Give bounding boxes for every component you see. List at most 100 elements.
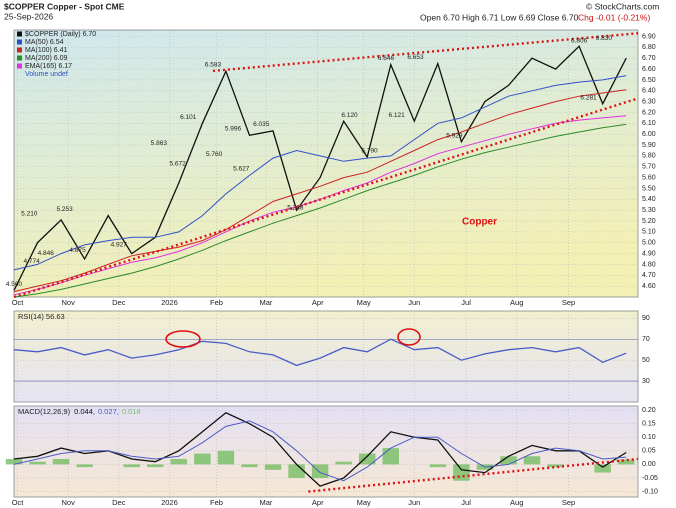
- x-tick-label: Sep: [562, 298, 575, 307]
- price-annotation: 6.646: [378, 55, 395, 62]
- histogram-bar: [123, 464, 140, 468]
- plot-area: [13, 310, 639, 403]
- price-annotation: 6.120: [341, 112, 358, 119]
- price-annotation: 5.253: [56, 206, 73, 213]
- y-tick-label: 0.10: [642, 434, 656, 441]
- y-tick-label: 6.60: [642, 66, 656, 73]
- trendline: [13, 97, 639, 299]
- y-tick-label: 6.90: [642, 33, 656, 40]
- y-tick-label: 0.05: [642, 448, 656, 455]
- x-tick-label: Apr: [312, 298, 324, 307]
- price-annotation: 5.760: [206, 151, 223, 158]
- x-tick-label: Dec: [112, 298, 126, 307]
- y-tick-label: 70: [642, 336, 650, 343]
- price-annotation: 5.672: [170, 161, 187, 168]
- price-annotation: 5.210: [21, 211, 38, 218]
- histogram-bar: [311, 464, 329, 478]
- legend-label: MA(50) 6.54: [25, 39, 64, 46]
- y-tick-label: 0.15: [642, 421, 656, 428]
- y-tick-label: 5.80: [642, 153, 656, 160]
- change: Chg -0.01 (-0.21%): [578, 12, 650, 22]
- y-tick-label: 90: [642, 315, 650, 322]
- histogram-bar: [170, 458, 188, 465]
- price-annotation: 5.627: [233, 165, 250, 172]
- y-tick-label: 6.20: [642, 109, 656, 116]
- y-tick-label: 6.00: [642, 131, 656, 138]
- trendline: [212, 32, 639, 73]
- y-tick-label: 6.50: [642, 77, 656, 84]
- price-annotation: 4.875: [69, 247, 86, 254]
- histogram-bar: [335, 461, 352, 465]
- x-tick-label: Jul: [461, 298, 471, 307]
- price-annotation: 5.268: [287, 204, 304, 211]
- price-annotation: 6.121: [389, 112, 406, 119]
- plot-area: [13, 405, 639, 498]
- price-annotation: 6.830: [596, 35, 613, 42]
- histogram-bar: [594, 464, 611, 473]
- legend-label: 0.044,: [74, 407, 95, 416]
- y-tick-label: -0.05: [642, 475, 658, 482]
- y-tick-label: 6.40: [642, 88, 656, 95]
- price-annotation: 4.927: [111, 241, 128, 248]
- y-tick-label: 4.60: [642, 283, 656, 290]
- x-tick-label: Dec: [112, 498, 126, 507]
- x-tick-label: Feb: [210, 498, 223, 507]
- price-annotation: 5.996: [225, 125, 242, 132]
- histogram-bar: [194, 453, 211, 465]
- legend-swatch: [17, 55, 22, 61]
- series-line: [13, 412, 627, 487]
- series-line: [13, 89, 627, 293]
- y-tick-label: 4.80: [642, 261, 656, 268]
- series-line: [13, 75, 627, 271]
- histogram-bar: [358, 453, 376, 465]
- price-annotation: 5.790: [361, 148, 378, 155]
- x-tick-label: 2026: [161, 498, 178, 507]
- legend-swatch: [17, 39, 22, 45]
- price-annotation: 4.846: [38, 250, 55, 257]
- series-line: [13, 45, 627, 291]
- histogram-bar: [547, 464, 564, 468]
- x-tick-label: Apr: [312, 498, 324, 507]
- quote: Open 6.70 High 6.71 Low 6.69 Close 6.70: [420, 12, 579, 22]
- x-tick-label: Jul: [461, 498, 471, 507]
- series-line: [13, 123, 627, 298]
- y-tick-label: 30: [642, 378, 650, 385]
- price-annotation: 4.774: [24, 258, 41, 265]
- x-tick-label: May: [357, 498, 371, 507]
- x-tick-label: Feb: [210, 298, 223, 307]
- highlight: [397, 328, 421, 346]
- y-tick-label: 5.60: [642, 174, 656, 181]
- price-annotation: 6.583: [205, 62, 222, 69]
- histogram-bar: [147, 464, 164, 468]
- legend-swatch: [17, 47, 22, 53]
- date: 25-Sep-2026: [4, 11, 53, 21]
- legend-label: 0.027,: [98, 407, 119, 416]
- legend-swatch: [17, 31, 22, 37]
- price-annotation: 6.101: [180, 114, 197, 121]
- legend-label: EMA(165) 6.17: [25, 63, 72, 70]
- price-annotation: 6.281: [580, 94, 597, 101]
- price-annotation: 4.560: [6, 281, 23, 288]
- x-tick-label: Aug: [510, 298, 523, 307]
- x-tick-label: 2026: [161, 298, 178, 307]
- histogram-bar: [241, 464, 258, 468]
- histogram-bar: [382, 448, 399, 465]
- legend-label: MA(200) 6.09: [25, 55, 68, 62]
- histogram-bar: [217, 450, 235, 465]
- histogram-bar: [264, 464, 282, 470]
- price-annotation: 6.653: [407, 54, 424, 61]
- y-tick-label: 5.70: [642, 164, 656, 171]
- series-line: [13, 338, 627, 367]
- legend-label: $COPPER (Daily) 6.70: [25, 31, 96, 38]
- x-tick-label: Mar: [259, 498, 272, 507]
- x-tick-label: May: [357, 298, 371, 307]
- x-tick-label: Sep: [562, 498, 575, 507]
- trendline: [308, 457, 639, 493]
- panel-title: MACD(12,26,9): [18, 407, 71, 416]
- y-tick-label: 5.00: [642, 240, 656, 247]
- histogram-bar: [500, 456, 517, 465]
- y-tick-label: 4.90: [642, 250, 656, 257]
- price-annotation: 6.035: [253, 121, 270, 128]
- y-tick-label: -0.10: [642, 488, 658, 495]
